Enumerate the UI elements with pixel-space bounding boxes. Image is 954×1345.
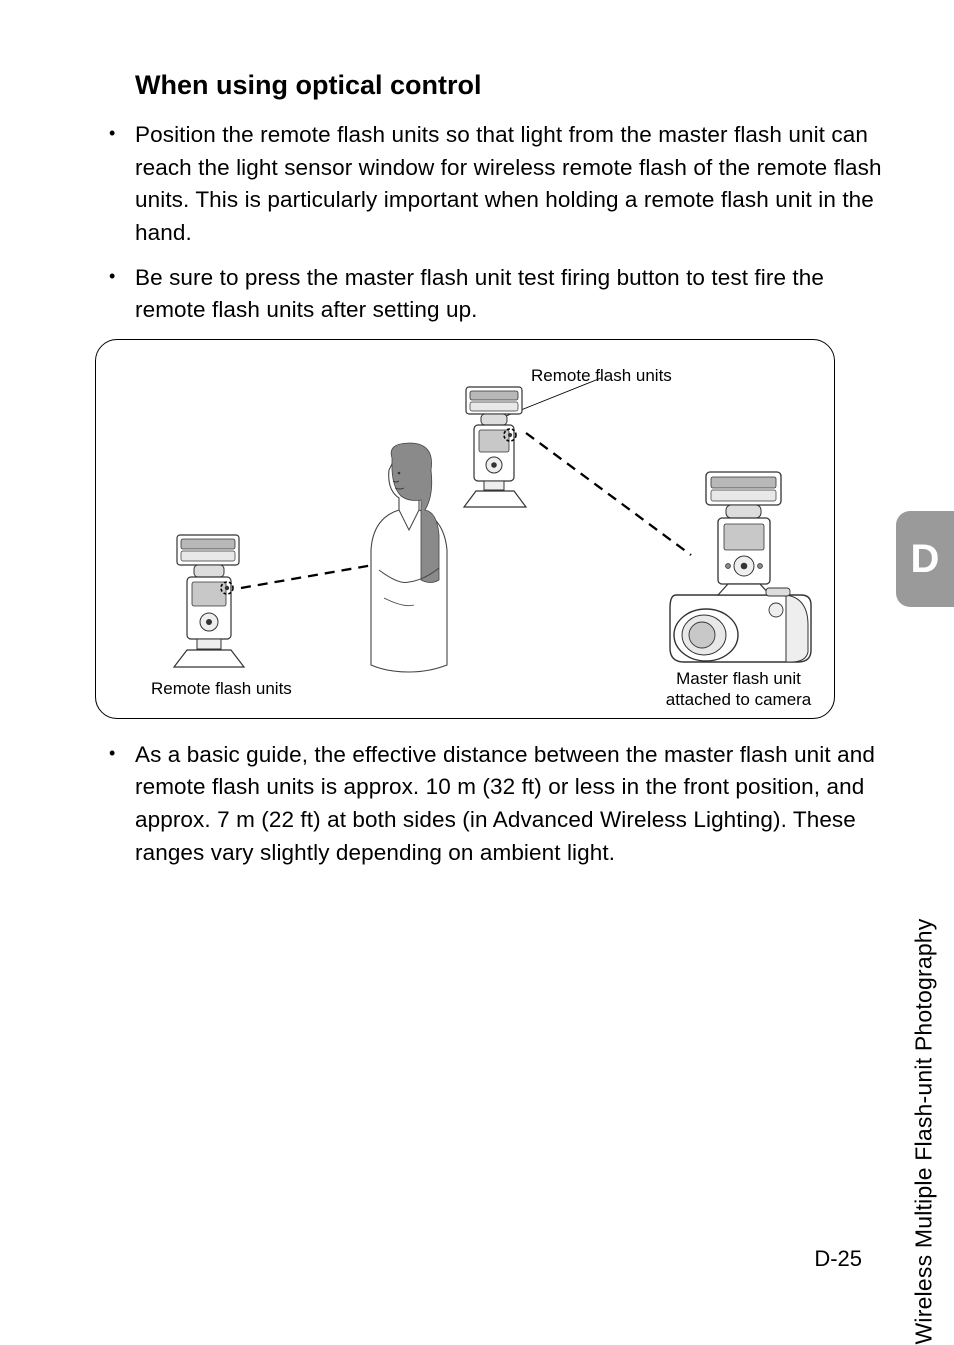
figure-label-br-line1: Master flash unit bbox=[676, 669, 801, 688]
manual-page: When using optical control Position the … bbox=[0, 0, 954, 1345]
figure-label-top: Remote flash units bbox=[531, 365, 672, 386]
figure-label-bottom-right: Master flash unit attached to camera bbox=[651, 668, 826, 711]
bullet-item: Position the remote flash units so that … bbox=[109, 119, 894, 250]
page-number: D-25 bbox=[814, 1246, 862, 1272]
bullet-list-bottom: As a basic guide, the effective distance… bbox=[95, 739, 894, 870]
bullet-list-top: Position the remote flash units so that … bbox=[95, 119, 894, 327]
bullet-item: As a basic guide, the effective distance… bbox=[109, 739, 894, 870]
section-title-vertical: Wireless Multiple Flash-unit Photography bbox=[909, 635, 939, 1145]
figure-label-bottom-left: Remote flash units bbox=[151, 678, 292, 699]
section-title-text: Wireless Multiple Flash-unit Photography bbox=[911, 918, 938, 1344]
master-flash-camera bbox=[636, 470, 826, 670]
diagram-box: Remote flash units Remote flash units Ma… bbox=[95, 339, 835, 719]
remote-flash-center bbox=[436, 385, 551, 515]
bullet-item: Be sure to press the master flash unit t… bbox=[109, 262, 894, 327]
figure-label-br-line2: attached to camera bbox=[666, 690, 812, 709]
remote-flash-left bbox=[139, 532, 269, 677]
section-tab: D bbox=[896, 511, 954, 607]
section-heading: When using optical control bbox=[135, 70, 894, 101]
